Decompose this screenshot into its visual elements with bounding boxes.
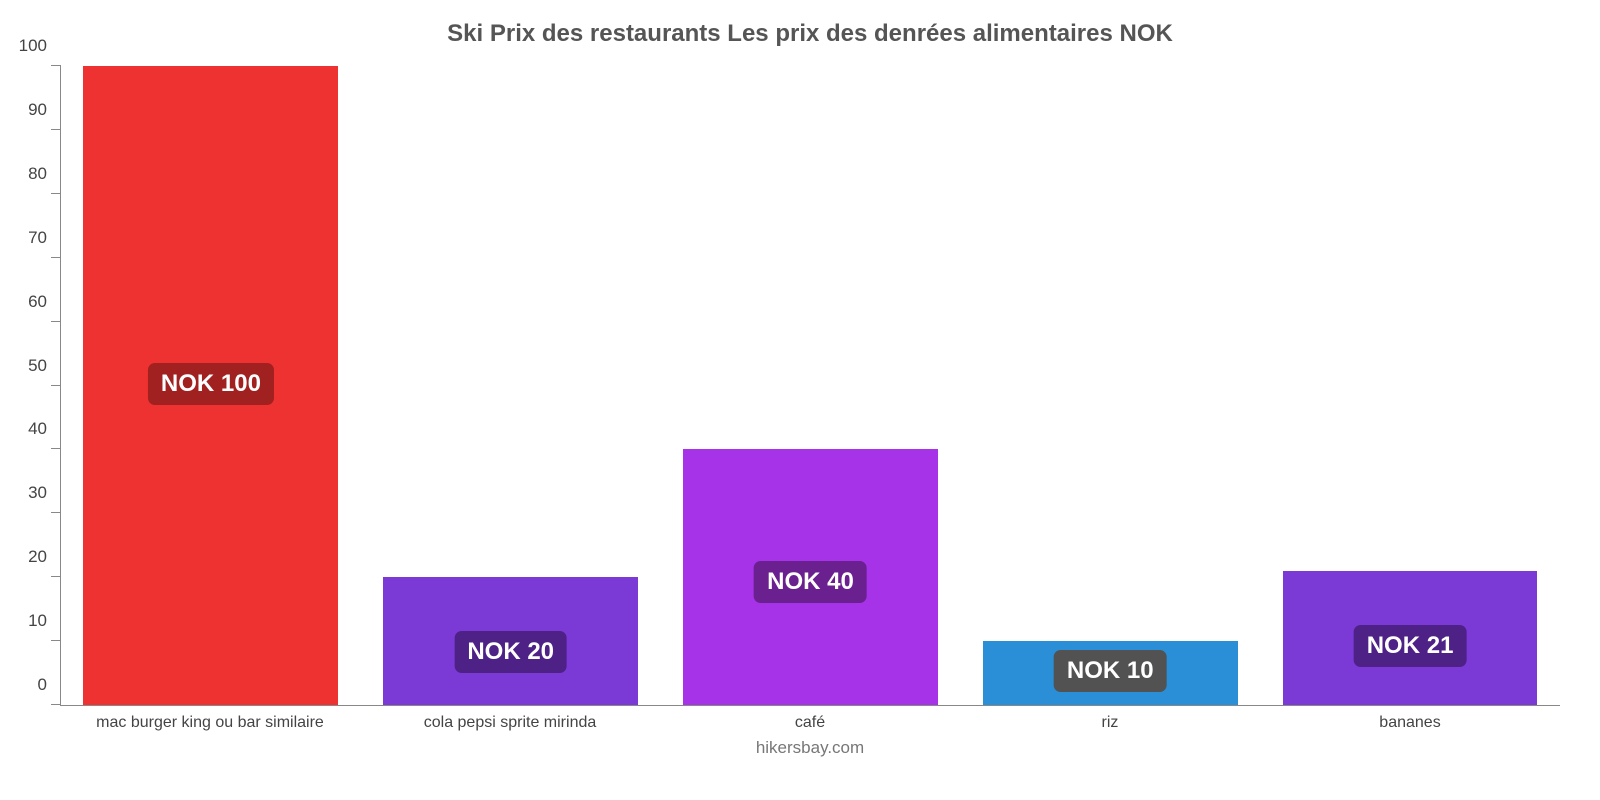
y-tick-label: 0: [38, 675, 47, 695]
y-tick: [51, 257, 61, 258]
plot-area: NOK 100NOK 20NOK 40NOK 10NOK 21 01020304…: [60, 66, 1560, 706]
y-tick-label: 80: [28, 164, 47, 184]
y-tick-label: 40: [28, 419, 47, 439]
bar-slot: NOK 20: [361, 66, 661, 705]
bar-value-label: NOK 20: [454, 631, 567, 673]
bar-slot: NOK 21: [1260, 66, 1560, 705]
y-tick-label: 30: [28, 483, 47, 503]
y-tick-label: 70: [28, 228, 47, 248]
bar-value-label: NOK 100: [148, 363, 274, 405]
y-tick-label: 20: [28, 547, 47, 567]
y-tick-label: 90: [28, 100, 47, 120]
y-tick-label: 10: [28, 611, 47, 631]
y-tick: [51, 448, 61, 449]
y-tick: [51, 385, 61, 386]
y-tick: [51, 193, 61, 194]
bar-slot: NOK 10: [960, 66, 1260, 705]
y-tick-label: 60: [28, 292, 47, 312]
y-tick: [51, 640, 61, 641]
x-axis-label: riz: [960, 714, 1260, 732]
y-tick: [51, 129, 61, 130]
x-axis-label: cola pepsi sprite mirinda: [360, 714, 660, 732]
chart-container: Ski Prix des restaurants Les prix des de…: [0, 0, 1600, 800]
bar-value-label: NOK 10: [1054, 650, 1167, 692]
x-axis-label: bananes: [1260, 714, 1560, 732]
y-tick: [51, 65, 61, 66]
y-tick: [51, 704, 61, 705]
bar-value-label: NOK 21: [1354, 625, 1467, 667]
y-tick: [51, 576, 61, 577]
y-tick-label: 100: [19, 36, 47, 56]
y-tick-label: 50: [28, 356, 47, 376]
bars-row: NOK 100 NOK 20 NOK 40 NOK 10 NOK 21: [61, 66, 1560, 705]
x-axis-label: café: [660, 714, 960, 732]
bar-value-label: NOK 40: [754, 561, 867, 603]
x-axis-labels: mac burger king ou bar similairecola pep…: [60, 714, 1560, 732]
bar-slot: NOK 100: [61, 66, 361, 705]
y-tick: [51, 321, 61, 322]
x-axis-label: mac burger king ou bar similaire: [60, 714, 360, 732]
bar-slot: NOK 40: [661, 66, 961, 705]
chart-title: Ski Prix des restaurants Les prix des de…: [60, 20, 1560, 48]
y-tick: [51, 512, 61, 513]
footer-credit: hikersbay.com: [60, 738, 1560, 758]
